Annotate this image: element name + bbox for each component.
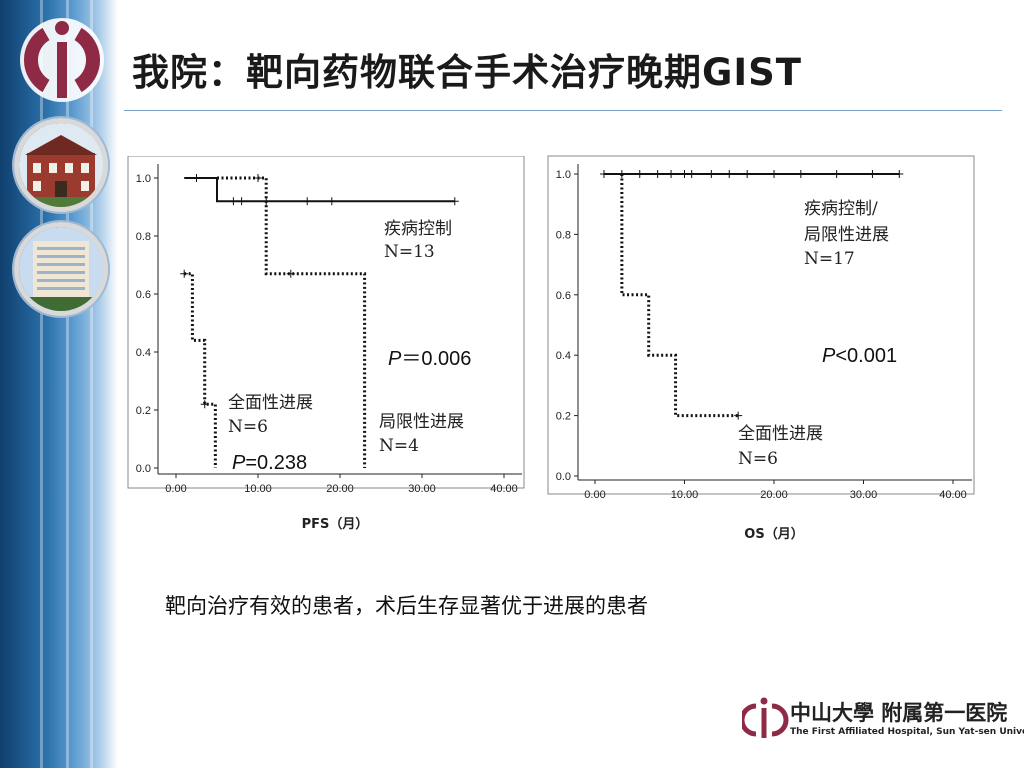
pfs-pvalue-local: P＝0.006 [388, 348, 471, 370]
os-series-0-censor-mark [667, 170, 676, 178]
pfs-series-0-censor-mark [229, 197, 238, 206]
pfs-y-tick-label: 0.0 [136, 463, 151, 475]
os-chart-svg: 0.0 0.2 0.4 0.6 0.8 1.0 0.00 10.00 20.00 30.00 40.… [547, 155, 975, 542]
tower-photo-icon [14, 222, 108, 316]
pfs-label-local-progression: 局限性进展 [379, 412, 464, 432]
os-label-general-progression: 全面性进展 [738, 424, 823, 444]
pfs-series-2-censor-mark [180, 269, 189, 278]
pfs-x-tick-label: 20.00 [326, 483, 354, 495]
pfs-x-tick-label: 10.00 [244, 483, 272, 495]
os-series-0-censor-mark [895, 170, 904, 178]
os-label-controlled-line1: 疾病控制/ [804, 199, 878, 219]
os-series-0-censor-mark [770, 170, 778, 178]
os-pvalue: P<0.001 [822, 345, 897, 367]
pfs-plot-frame [127, 156, 525, 489]
os-chart: 0.0 0.2 0.4 0.6 0.8 1.0 0.00 10.00 20.00 30.00 40.… [542, 154, 982, 548]
pfs-series-0-censor-mark [192, 174, 201, 182]
os-x-tick-label: 40.00 [939, 489, 967, 501]
os-series-1-censor-mark [734, 411, 743, 420]
pfs-y-tick-label: 1.0 [136, 173, 151, 185]
os-x-tick-label: 20.00 [760, 489, 788, 501]
os-series-0-censor-mark [635, 170, 644, 178]
os-n-general-progression: N=6 [738, 449, 778, 469]
os-series-1-line [620, 174, 739, 418]
footer-hospital-name: 中山大學 附属第一医院 [790, 701, 1008, 725]
os-y-tick-label: 1.0 [556, 169, 571, 181]
os-series-0-censor-mark [725, 170, 734, 178]
title-divider [124, 110, 1002, 111]
os-x-tick-label: 10.00 [671, 489, 699, 501]
os-y-tick-label: 0.4 [556, 350, 571, 362]
pfs-series-2-censor-mark [200, 400, 209, 409]
pfs-series-2-line [184, 272, 217, 468]
hospital-logo-icon [20, 18, 104, 102]
footer-hospital-english: The First Affiliated Hospital, Sun Yat-s… [790, 727, 1024, 737]
os-series-0-censor-mark [796, 170, 805, 178]
pfs-chart: 0.0 0.2 0.4 0.6 0.8 1.0 0.00 10.00 20.00 30.00 40.… [122, 156, 532, 540]
summary-text: 靶向治疗有效的患者，术后生存显著优于进展的患者 [165, 594, 648, 618]
sidebar-decoration [0, 0, 118, 768]
pfs-chart-svg: 0.0 0.2 0.4 0.6 0.8 1.0 0.00 10.00 20.00 30.00 40.… [127, 156, 525, 532]
pfs-label-disease-control: 疾病控制 [384, 219, 452, 239]
pfs-y-tick-label: 0.8 [136, 231, 151, 243]
pfs-series-1-censor-mark [254, 174, 262, 182]
pfs-series-1-censor-mark [286, 269, 295, 278]
pfs-series-0-line [184, 177, 455, 203]
os-series-0-censor-mark [832, 170, 841, 178]
pfs-x-tick-label: 40.00 [490, 483, 518, 495]
os-series-0-censor-mark [680, 170, 689, 178]
pfs-series-1-line [217, 176, 367, 468]
os-n-controlled: N=17 [804, 249, 855, 269]
pfs-pvalue-general: P=0.238 [232, 452, 307, 474]
page-title: 我院：靶向药物联合手术治疗晚期GIST [132, 51, 803, 94]
os-y-tick-label: 0.2 [556, 411, 571, 423]
pfs-x-tick-label: 30.00 [408, 483, 436, 495]
building-photo-icon [14, 118, 108, 212]
os-series-0-censor-mark [687, 170, 696, 178]
pfs-n-local-progression: N=4 [379, 436, 419, 456]
os-y-tick-label: 0.0 [556, 471, 571, 483]
os-series-0-censor-mark [653, 170, 662, 178]
pfs-n-disease-control: N=13 [384, 242, 435, 262]
pfs-series-0-censor-mark [303, 197, 312, 206]
os-series-0-censor-mark [599, 170, 608, 178]
os-y-tick-label: 0.6 [556, 290, 571, 302]
pfs-label-general-progression: 全面性进展 [228, 393, 313, 413]
os-y-tick-label: 0.8 [556, 229, 571, 241]
os-x-tick-label: 30.00 [850, 489, 878, 501]
pfs-series-0-censor-mark [450, 197, 459, 206]
pfs-y-tick-label: 0.2 [136, 405, 151, 417]
pfs-x-tick-label: 0.00 [165, 483, 186, 495]
pfs-n-general-progression: N=6 [228, 417, 268, 437]
footer-logo-icon [742, 697, 789, 738]
pfs-x-axis-label: PFS（月） [302, 516, 369, 532]
os-plot-frame [547, 155, 975, 495]
os-series-0-censor-mark [743, 170, 752, 178]
os-label-controlled-line2: 局限性进展 [804, 225, 889, 245]
pfs-y-tick-label: 0.4 [136, 347, 151, 359]
pfs-series-0-censor-mark [327, 197, 336, 206]
os-series-0-censor-mark [707, 170, 716, 178]
os-x-axis-label: OS（月） [744, 526, 803, 542]
pfs-series-0-censor-mark [237, 197, 246, 206]
pfs-y-tick-label: 0.6 [136, 289, 151, 301]
os-x-tick-label: 0.00 [584, 489, 605, 501]
os-series-0-censor-mark [868, 170, 877, 178]
